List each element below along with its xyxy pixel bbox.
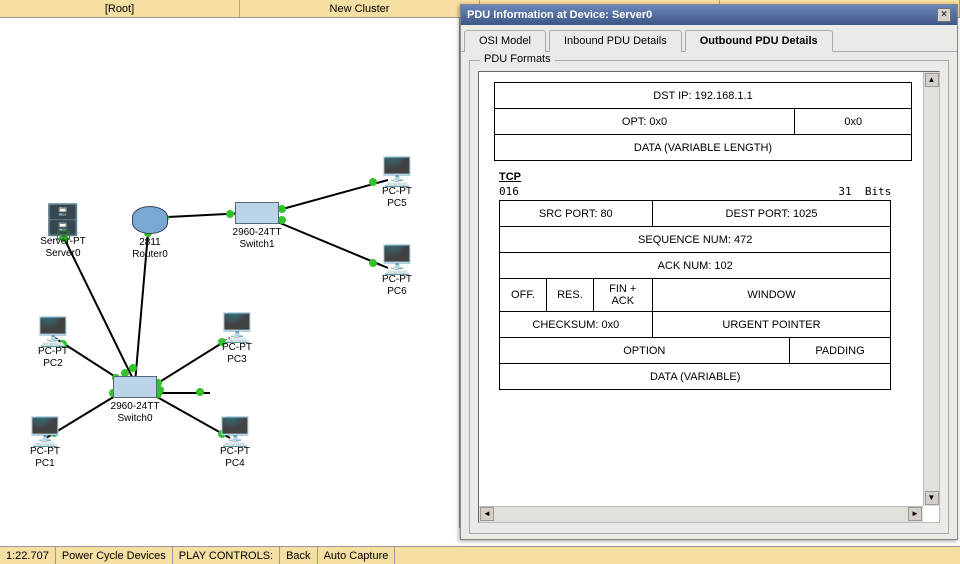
tab-osi[interactable]: OSI Model [464,30,546,52]
router-icon [132,206,168,234]
device-label: Server0 [28,248,98,260]
tcp-ack: ACK NUM: 102 [500,253,891,279]
pc-icon: 🖥️ [202,314,272,342]
groupbox-pdu-formats: PDU Formats DST IP: 192.168.1.1 OPT: 0x0… [469,60,949,534]
pc-icon: 🖥️ [18,318,88,346]
device-label: Router0 [115,249,185,261]
envelope-icon: ✉ [56,226,71,247]
window-title: PDU Information at Device: Server0 [467,9,652,21]
device-label: PC5 [362,198,432,210]
device-label: PC6 [362,286,432,298]
tcp-checksum: CHECKSUM: 0x0 [500,312,653,338]
pc-icon: 🖥️ [362,158,432,186]
device-label: Switch0 [100,413,170,425]
ip-opt: OPT: 0x0 [494,109,795,135]
title-bar[interactable]: PDU Information at Device: Server0 × [461,5,957,25]
tabs: OSI Model Inbound PDU Details Outbound P… [461,25,957,52]
play-controls-label: PLAY CONTROLS: [173,547,280,564]
toolbar-new-cluster[interactable]: New Cluster [240,0,480,17]
tcp-seq: SEQUENCE NUM: 472 [500,227,891,253]
scroll-down-icon[interactable]: ▼ [925,491,939,505]
device-label: PC-PT [200,446,270,458]
scroll-panel[interactable]: DST IP: 192.168.1.1 OPT: 0x0 0x0 DATA (V… [478,71,940,523]
tcp-window: WINDOW [652,279,891,312]
tcp-urgent: URGENT POINTER [652,312,891,338]
device-pc5[interactable]: 🖥️ PC-PT PC5 [362,158,432,210]
tcp-section-label: TCP [499,171,921,183]
switch-icon [235,202,279,224]
pc-icon: 🖥️ [10,418,80,446]
device-pc2[interactable]: 🖥️ PC-PT PC2 [18,318,88,370]
close-icon[interactable]: × [937,8,951,22]
group-title: PDU Formats [480,53,555,65]
bit-ruler: 0 16 31 Bits [499,185,891,198]
ip-table: DST IP: 192.168.1.1 OPT: 0x0 0x0 DATA (V… [494,82,913,161]
switch-icon [113,376,157,398]
device-label: PC-PT [202,342,272,354]
tcp-flags: FIN + ACK [593,279,652,312]
tcp-srcport: SRC PORT: 80 [500,201,653,227]
device-pc6[interactable]: 🖥️ PC-PT PC6 [362,246,432,298]
device-pc3[interactable]: 🖥️ PC-PT PC3 [202,314,272,366]
horizontal-scrollbar[interactable]: ◄ ► [479,506,923,522]
bit-16: 16 [506,185,519,198]
ip-data: DATA (VARIABLE LENGTH) [494,135,912,161]
tab-body: PDU Formats DST IP: 192.168.1.1 OPT: 0x0… [461,52,957,542]
scroll-up-icon[interactable]: ▲ [925,73,939,87]
bit-label: Bits [865,185,892,198]
device-switch1[interactable]: 2960-24TT Switch1 [222,202,292,251]
tcp-off: OFF. [500,279,547,312]
device-server0[interactable]: 🗄️ ✉ Server-PT Server0 [28,206,98,260]
bit-0: 0 [499,185,506,198]
tcp-dstport: DEST PORT: 1025 [652,201,891,227]
device-label: PC-PT [362,274,432,286]
bottom-bar: 1:22.707 Power Cycle Devices PLAY CONTRO… [0,546,960,564]
tab-outbound[interactable]: Outbound PDU Details [685,30,833,52]
bit-31: 31 [838,185,851,198]
device-label: PC-PT [10,446,80,458]
sim-time: 1:22.707 [0,547,56,564]
scroll-left-icon[interactable]: ◄ [480,507,494,521]
device-pc1[interactable]: 🖥️ PC-PT PC1 [10,418,80,470]
play-back[interactable]: Back [280,547,317,564]
tcp-data: DATA (VARIABLE) [500,364,891,390]
device-label: PC-PT [362,186,432,198]
pdu-window: PDU Information at Device: Server0 × OSI… [460,4,958,540]
tcp-res: RES. [546,279,593,312]
power-cycle[interactable]: Power Cycle Devices [56,547,173,564]
device-pc4[interactable]: 🖥️ PC-PT PC4 [200,418,270,470]
topology-canvas[interactable]: 🗄️ ✉ Server-PT Server0 2811 Router0 2960… [0,18,460,528]
device-label: PC3 [202,354,272,366]
ip-opt-val: 0x0 [795,109,912,135]
scroll-right-icon[interactable]: ► [908,507,922,521]
device-label: Switch1 [222,239,292,251]
tcp-option: OPTION [500,338,790,364]
play-auto[interactable]: Auto Capture [318,547,396,564]
pc-icon: 🖥️ [362,246,432,274]
toolbar-root[interactable]: [Root] [0,0,240,17]
tab-inbound[interactable]: Inbound PDU Details [549,30,682,52]
device-label: 2811 [115,237,185,249]
pc-icon: 🖥️ [200,418,270,446]
device-label: 2960-24TT [222,227,292,239]
vertical-scrollbar[interactable]: ▲ ▼ [923,72,939,506]
tcp-padding: PADDING [789,338,891,364]
ip-dst: DST IP: 192.168.1.1 [494,83,912,109]
device-router0[interactable]: 2811 Router0 [115,206,185,261]
device-label: PC-PT [18,346,88,358]
device-label: PC4 [200,458,270,470]
device-label: PC2 [18,358,88,370]
device-switch0[interactable]: 2960-24TT Switch0 [100,376,170,425]
tcp-table: SRC PORT: 80 DEST PORT: 1025 SEQUENCE NU… [499,200,891,390]
device-label: PC1 [10,458,80,470]
device-label: 2960-24TT [100,401,170,413]
